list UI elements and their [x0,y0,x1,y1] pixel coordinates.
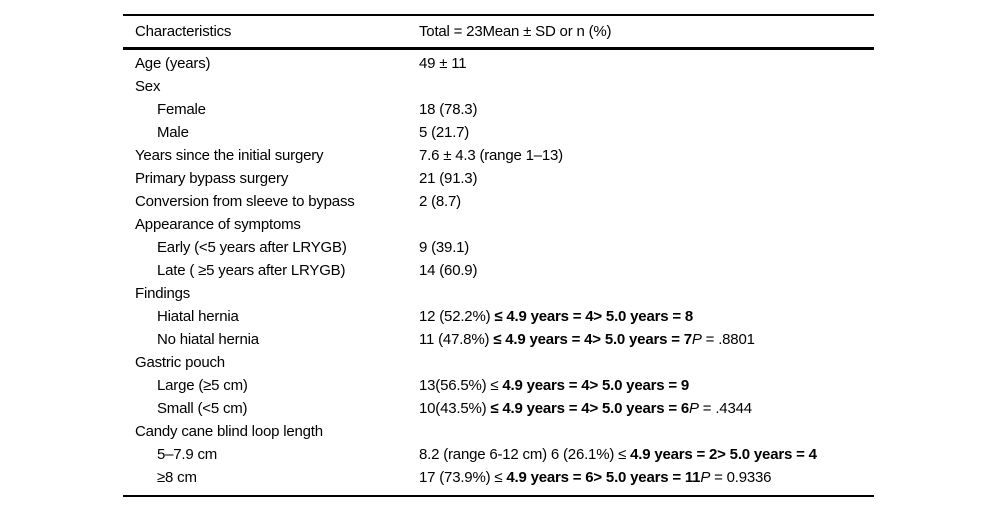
row-label: Primary bypass surgery [135,170,289,187]
value-segment: ≤ 4.9 years = 4> 5.0 years = 6 [490,400,690,417]
row-label: Large (≥5 cm) [157,377,248,394]
value-segment: 12 (52.2%) [419,308,495,325]
value-segment: 17 (73.9%) ≤ [419,469,507,486]
table-body: Age (years) 49 ± 11 Sex Female 18 (78.3) Male… [123,50,874,495]
value-segment: 14 (60.9) [419,262,478,279]
row-label: 5–7.9 cm [157,446,218,463]
row-value: 2 (8.7) [419,190,874,213]
value-segment: P [691,331,702,348]
row-value: 7.6 ± 4.3 (range 1–13) [419,144,874,167]
row-label: Age (years) [135,55,211,72]
table-row: Primary bypass surgery 21 (91.3) [123,167,874,190]
value-segment: 11 (47.8%) [419,331,494,348]
row-value: 13(56.5%) ≤ 4.9 years = 4> 5.0 years = 9 [419,374,874,397]
row-value: 11 (47.8%) ≤ 4.9 years = 4> 5.0 years = … [419,328,874,351]
table-row: Hiatal hernia 12 (52.2%) ≤ 4.9 years = 4>… [123,305,874,328]
row-value: 18 (78.3) [419,98,874,121]
row-value: 5 (21.7) [419,121,874,144]
value-segment: 4.9 years = 6> 5.0 years = 11 [506,469,701,486]
table-row: Years since the initial surgery 7.6 ± 4.3… [123,144,874,167]
row-value: 8.2 (range 6-12 cm) 6 (26.1%) ≤ 4.9 year… [419,443,874,466]
value-segment: 8.2 (range 6-12 cm) 6 (26.1%) ≤ [419,446,631,463]
value-segment: 2 (8.7) [419,193,461,210]
value-segment: 13(56.5%) ≤ [419,377,503,394]
row-label: Gastric pouch [135,354,225,371]
row-label: Male [157,124,189,141]
row-value: 10(43.5%) ≤ 4.9 years = 4> 5.0 years = 6… [419,397,874,420]
value-segment: 9 (39.1) [419,239,470,256]
row-value: 49 ± 11 [419,52,874,75]
row-label: Hiatal hernia [157,308,239,325]
row-value [419,282,874,305]
value-segment: ≤ 4.9 years = 4> 5.0 years = 8 [494,308,693,325]
characteristics-table: Characteristics Total = 23Mean ± SD or n… [123,14,874,497]
table-row: Male 5 (21.7) [123,121,874,144]
row-label: Years since the initial surgery [135,147,324,164]
row-label: Late ( ≥5 years after LRYGB) [157,262,346,279]
table-row: Late ( ≥5 years after LRYGB) 14 (60.9) [123,259,874,282]
value-segment: P [689,400,699,417]
header-total-column: Total = 23Mean ± SD or n (%) [419,23,612,40]
row-value [419,213,874,236]
table-row: Findings [123,282,874,305]
row-value: 9 (39.1) [419,236,874,259]
table-row: No hiatal hernia 11 (47.8%) ≤ 4.9 years =… [123,328,874,351]
table-row: Female 18 (78.3) [123,98,874,121]
row-label: Candy cane blind loop length [135,423,323,440]
value-segment: 4.9 years = 2> 5.0 years = 4 [630,446,817,463]
row-value [419,351,874,374]
value-segment: = .4344 [698,400,752,417]
row-label: Sex [135,78,161,95]
table-row: Sex [123,75,874,98]
row-value: 14 (60.9) [419,259,874,282]
row-value: 21 (91.3) [419,167,874,190]
table-row: Gastric pouch [123,351,874,374]
row-label: Female [157,101,206,118]
value-segment: 7.6 ± 4.3 (range 1–13) [419,147,563,164]
row-label: ≥8 cm [157,469,197,486]
row-label: Findings [135,285,191,302]
value-segment: P [700,469,711,486]
table-header-row: Characteristics Total = 23Mean ± SD or n… [123,16,874,50]
value-segment: 5 (21.7) [419,124,470,141]
table-row: Conversion from sleeve to bypass 2 (8.7) [123,190,874,213]
row-label: Conversion from sleeve to bypass [135,193,355,210]
value-segment: 4.9 years = 4> 5.0 years = 9 [502,377,690,394]
value-segment: 10(43.5%) [419,400,491,417]
row-label: Small (<5 cm) [157,400,248,417]
table-row: 5–7.9 cm 8.2 (range 6-12 cm) 6 (26.1%) ≤ … [123,443,874,466]
table-row: Small (<5 cm) 10(43.5%) ≤ 4.9 years = 4> … [123,397,874,420]
table-row: Candy cane blind loop length [123,420,874,443]
value-segment: 49 ± 11 [419,55,467,72]
row-label: Appearance of symptoms [135,216,301,233]
row-value: 12 (52.2%) ≤ 4.9 years = 4> 5.0 years = … [419,305,874,328]
row-label: Early (<5 years after LRYGB) [157,239,347,256]
table-row: Early (<5 years after LRYGB) 9 (39.1) [123,236,874,259]
header-characteristics: Characteristics [135,23,232,40]
table-row: Age (years) 49 ± 11 [123,52,874,75]
value-segment: = 0.9336 [710,469,772,486]
row-label: No hiatal hernia [157,331,259,348]
table-row: Large (≥5 cm) 13(56.5%) ≤ 4.9 years = 4> … [123,374,874,397]
table-row: Appearance of symptoms [123,213,874,236]
value-segment: ≤ 4.9 years = 4> 5.0 years = 7 [493,331,692,348]
row-value [419,75,874,98]
row-value [419,420,874,443]
table-row: ≥8 cm 17 (73.9%) ≤ 4.9 years = 6> 5.0 yea… [123,466,874,489]
value-segment: = .8801 [701,331,755,348]
row-value: 17 (73.9%) ≤ 4.9 years = 6> 5.0 years = … [419,466,874,489]
value-segment: 18 (78.3) [419,101,478,118]
value-segment: 21 (91.3) [419,170,478,187]
